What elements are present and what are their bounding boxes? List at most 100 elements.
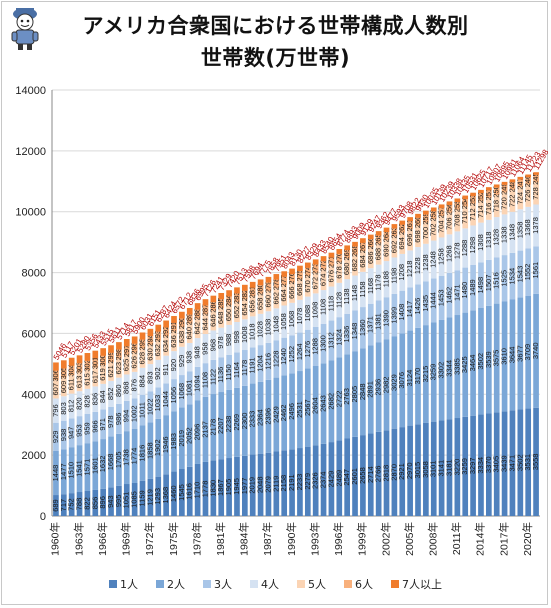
segment-value-label: 1122 — [208, 369, 217, 385]
bar-segment — [312, 272, 319, 294]
segment-value-label: 1408 — [397, 304, 406, 321]
bar-segment — [446, 205, 453, 213]
bar-segment — [509, 211, 516, 253]
bar-segment — [226, 354, 232, 390]
bar-segment — [407, 217, 413, 222]
segment-value-label: 255 — [452, 200, 461, 213]
segment-value-label: 988 — [224, 334, 233, 347]
segment-value-label: 696 — [405, 234, 414, 247]
segment-value-label: 3101 — [429, 460, 438, 477]
x-tick-label: 1993年 — [308, 522, 321, 556]
bar-segment — [336, 357, 343, 441]
legend-label: 4人 — [261, 578, 279, 591]
legend-swatch — [109, 580, 117, 588]
legend-item: 3人 — [203, 576, 232, 592]
bar-segment — [367, 234, 374, 240]
bar-segment — [352, 275, 358, 311]
bar-segment — [242, 290, 248, 300]
bar-segment — [194, 366, 201, 401]
segment-value-label: 929 — [51, 431, 60, 444]
bar-segment — [186, 371, 193, 405]
segment-value-label: 1288 — [311, 338, 320, 355]
bar-segment — [131, 482, 138, 516]
segment-value-label: 273 — [311, 263, 320, 276]
bar-segment — [139, 332, 146, 340]
segment-value-label: 3539 — [484, 351, 493, 368]
segment-value-label: 1338 — [500, 226, 509, 243]
segment-value-label: 259 — [421, 212, 430, 225]
segment-value-label: 3385 — [452, 358, 461, 375]
bar-segment — [226, 324, 232, 355]
segment-value-label: 246 — [523, 175, 532, 188]
bar-segment — [462, 267, 469, 313]
bar-segment — [242, 284, 248, 291]
bar-segment — [312, 326, 319, 366]
bar-segment — [367, 268, 374, 304]
segment-value-label: 3425 — [460, 356, 469, 373]
bar-segment — [423, 325, 429, 423]
bar-segment — [131, 336, 138, 344]
segment-value-label: 1977 — [240, 478, 249, 495]
segment-value-label: 666 — [287, 286, 296, 299]
bar-segment — [92, 386, 99, 412]
bar-segment — [171, 351, 177, 380]
bar-segment — [501, 192, 508, 215]
bar-segment — [265, 291, 272, 312]
bar-segment — [242, 350, 248, 386]
bar-segment — [92, 489, 99, 516]
bar-segment — [234, 287, 240, 294]
bar-segment — [265, 342, 272, 380]
bar-segment — [108, 361, 114, 381]
legend-item: 7人以上 — [391, 576, 442, 592]
bar-segment — [517, 409, 524, 516]
segment-value-label: 752 — [67, 498, 76, 511]
bar-segment — [163, 415, 169, 475]
segment-value-label: 1830 — [208, 480, 217, 497]
bar-segment — [116, 485, 122, 516]
segment-value-label: 1051 — [122, 492, 131, 509]
segment-value-label: 968 — [208, 339, 217, 352]
segment-value-label: 269 — [342, 248, 351, 261]
segment-value-label: 3740 — [531, 342, 540, 359]
segment-value-label: 265 — [374, 233, 383, 246]
bar-segment — [186, 466, 193, 516]
bar-segment — [438, 237, 445, 276]
bar-segment — [281, 450, 288, 516]
segment-value-label: 3302 — [437, 362, 446, 379]
bar-segment — [478, 222, 484, 263]
segment-value-label: 3058 — [421, 461, 430, 478]
segment-value-label: 3141 — [437, 460, 446, 477]
segment-value-label: 1390 — [382, 310, 391, 327]
bar-segment — [486, 413, 492, 516]
bar-segment — [336, 262, 343, 283]
bar-segment — [336, 249, 343, 254]
bar-segment — [92, 411, 99, 442]
segment-value-label: 1368 — [161, 487, 170, 504]
bar-segment — [375, 231, 382, 236]
bar-segment — [391, 228, 398, 237]
segment-value-label: 717 — [59, 499, 68, 512]
bar-segment — [265, 311, 272, 343]
bar-segment — [478, 262, 484, 308]
segment-value-label: 2643 — [319, 395, 328, 412]
segment-value-label: 1138 — [342, 288, 351, 304]
bar-segment — [53, 495, 59, 516]
bar-segment — [533, 293, 539, 408]
bar-segment — [297, 448, 303, 516]
legend-item: 2人 — [156, 576, 185, 592]
segment-value-label: 283 — [232, 292, 241, 305]
segment-value-label: 718 — [492, 200, 501, 213]
segment-value-label: 660 — [263, 295, 272, 308]
bar-segment — [360, 307, 366, 349]
bar-segment — [454, 418, 461, 516]
bar-segment — [375, 235, 382, 244]
bar-segment — [438, 204, 445, 209]
segment-value-label: 2396 — [263, 408, 272, 425]
segment-value-label: 852 — [106, 388, 115, 401]
segment-value-label: 1318 — [484, 232, 493, 249]
bar-segment — [289, 282, 295, 303]
bar-segment — [131, 371, 138, 399]
segment-value-label: 2601 — [350, 468, 359, 485]
bar-segment — [147, 344, 154, 365]
segment-value-label: 1298 — [468, 237, 477, 254]
